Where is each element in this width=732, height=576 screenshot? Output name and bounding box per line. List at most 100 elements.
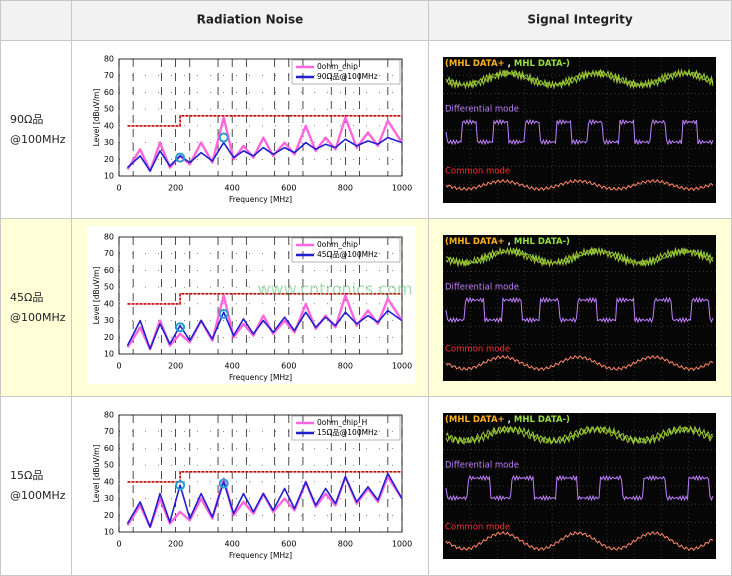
x-tick-label: 1000 [392, 540, 412, 549]
x-tick-label: 800 [338, 362, 353, 371]
scope-diff-label: Differential mode [445, 105, 519, 115]
row-label: 90Ω品 [10, 113, 43, 126]
y-tick-label: 20 [104, 155, 114, 164]
y-tick-label: 60 [104, 88, 114, 97]
y-tick-label: 50 [104, 461, 114, 470]
legend-box [291, 59, 401, 85]
y-tick-label: 70 [104, 249, 114, 258]
x-tick-label: 200 [168, 184, 183, 193]
limit-line [127, 471, 402, 483]
scope-diff-wave [445, 474, 714, 502]
y-tick-label: 20 [104, 333, 114, 342]
scope-pair-part: (MHL DATA+ [445, 415, 505, 425]
x-axis-label: Frequency [MHz] [229, 551, 292, 560]
scope-pair-part: , [508, 59, 511, 69]
legend-label: 15Ω品@100MHz [317, 428, 378, 437]
y-tick-label: 40 [104, 299, 114, 308]
y-tick-label: 40 [104, 121, 114, 130]
limit-line [127, 293, 402, 305]
scope-pair-part: (MHL DATA+ [445, 59, 505, 69]
limit-line [127, 115, 402, 127]
marker-circle [175, 322, 186, 333]
x-tick-label: 0 [116, 362, 121, 371]
header-signal: Signal Integrity [527, 13, 633, 27]
x-tick-label: 800 [338, 540, 353, 549]
y-tick-label: 30 [104, 138, 114, 147]
row-label: @100MHz [10, 489, 66, 502]
x-axis-label: Frequency [MHz] [229, 195, 292, 204]
plot-area [118, 236, 403, 355]
scope-diff-label: Differential mode [445, 283, 519, 293]
marker-circle [218, 132, 229, 143]
legend-label: 0ohm_chip [317, 240, 358, 249]
series-line [126, 472, 403, 528]
y-tick-label: 30 [104, 316, 114, 325]
marker-circle [218, 478, 229, 489]
y-tick-label: 10 [104, 172, 114, 181]
x-tick-label: 200 [168, 362, 183, 371]
y-tick-label: 20 [104, 511, 114, 520]
legend-label: 90Ω品@100MHz [317, 72, 378, 81]
chart-frame [88, 226, 415, 384]
legend-box [291, 415, 401, 441]
x-tick-label: 400 [225, 184, 240, 193]
y-tick-label: 80 [104, 233, 114, 242]
legend-label: 0ohm_chip_H [317, 418, 367, 427]
y-axis-label: Level [dBuV/m] [92, 267, 101, 325]
watermark: www.cntronics.com [257, 280, 412, 299]
y-tick-label: 40 [104, 477, 114, 486]
y-axis-label: Level [dBuV/m] [92, 89, 101, 147]
scope-common-wave [445, 530, 714, 552]
chart-frame [88, 48, 415, 206]
series-line [126, 136, 403, 172]
scope-pair-label: (MHL DATA+, MHL DATA-) [445, 59, 570, 69]
scope-common-label: Common mode [445, 523, 510, 533]
scope-pair-label: (MHL DATA+, MHL DATA-) [445, 415, 570, 425]
y-tick-label: 70 [104, 71, 114, 80]
scope-pair-wave [445, 68, 714, 90]
plot-area [118, 414, 403, 533]
scope-diff-wave [445, 296, 714, 324]
scope-pair-wave [445, 424, 714, 446]
y-tick-label: 60 [104, 266, 114, 275]
x-tick-label: 600 [281, 184, 296, 193]
x-tick-label: 200 [168, 540, 183, 549]
x-tick-label: 400 [225, 362, 240, 371]
y-tick-label: 60 [104, 444, 114, 453]
chart-frame [88, 404, 415, 562]
legend-box [291, 237, 401, 263]
y-tick-label: 30 [104, 494, 114, 503]
y-tick-label: 50 [104, 283, 114, 292]
scope-pair-part: MHL DATA-) [514, 415, 570, 425]
x-tick-label: 1000 [392, 362, 412, 371]
row-label: 45Ω品 [10, 291, 43, 304]
x-tick-label: 1000 [392, 184, 412, 193]
y-tick-label: 70 [104, 427, 114, 436]
y-tick-label: 50 [104, 105, 114, 114]
x-tick-label: 400 [225, 540, 240, 549]
x-tick-label: 600 [281, 362, 296, 371]
x-axis-label: Frequency [MHz] [229, 373, 292, 382]
scope-pair-part: , [508, 237, 511, 247]
scope-pair-label: (MHL DATA+, MHL DATA-) [445, 237, 570, 247]
x-tick-label: 0 [116, 184, 121, 193]
series-line [126, 309, 403, 350]
y-tick-label: 80 [104, 411, 114, 420]
marker-circle [175, 152, 186, 163]
scope-pair-wave [445, 246, 714, 268]
x-tick-label: 0 [116, 540, 121, 549]
scope-pair-part: MHL DATA-) [514, 237, 570, 247]
scope-common-wave [445, 354, 714, 372]
legend-label: 0ohm_chip [317, 62, 358, 71]
scope-pair-part: , [508, 415, 511, 425]
plot-area [118, 58, 403, 177]
series-line [126, 294, 404, 351]
y-tick-label: 10 [104, 528, 114, 537]
header-radiation: Radiation Noise [197, 13, 304, 27]
row-label: @100MHz [10, 311, 66, 324]
scope-diff-label: Differential mode [445, 461, 519, 471]
scope-pair-wave [445, 68, 714, 90]
scope-common-label: Common mode [445, 345, 510, 355]
marker-circle [218, 308, 229, 319]
